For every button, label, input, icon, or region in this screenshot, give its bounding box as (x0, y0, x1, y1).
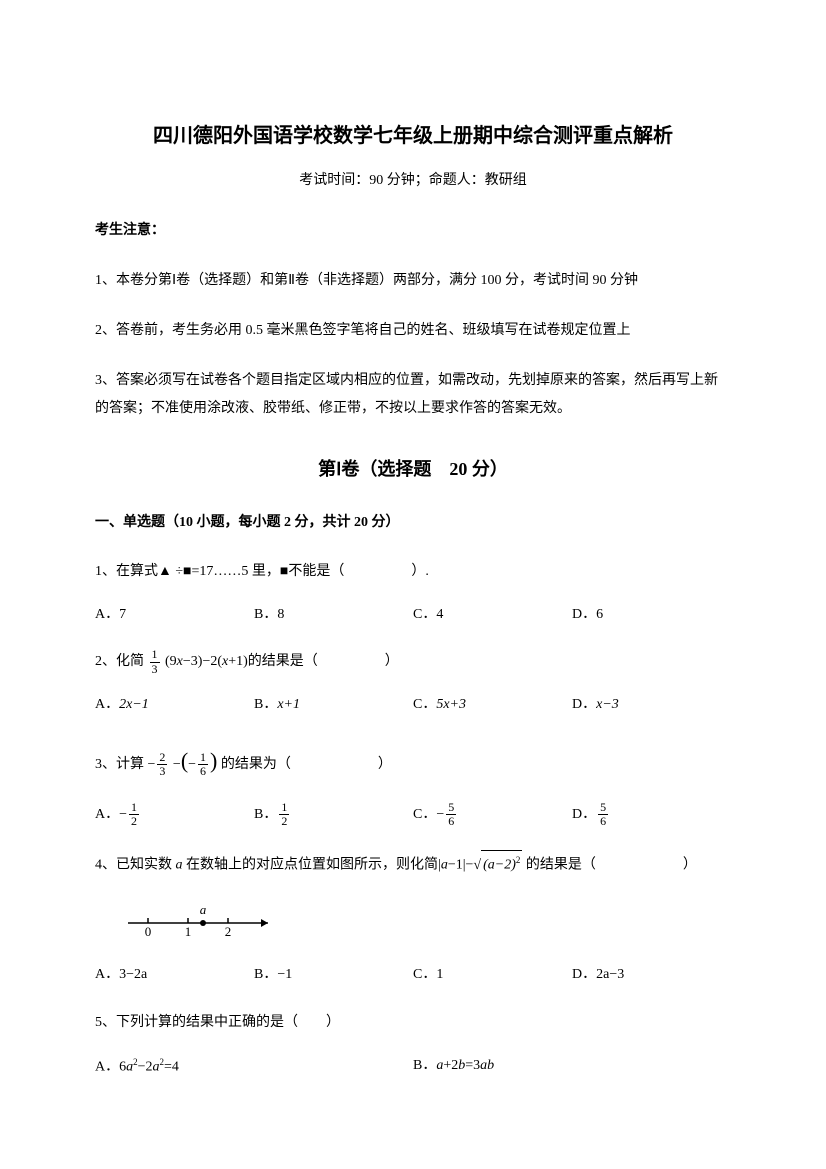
q4-mid: 在数轴上的对应点位置如图所示，则化简| (183, 858, 441, 873)
q3-suffix: 的结果为（ (221, 757, 291, 772)
document-subtitle: 考试时间：90 分钟；命题人：教研组 (95, 170, 731, 192)
q1-option-b: B．8 (254, 604, 413, 626)
question-1: 1、在算式▲ ÷■=17……5 里，■不能是（ ）. (95, 558, 731, 586)
q3-end: ） (378, 757, 392, 772)
q3-option-d: D． 5 6 (572, 801, 731, 828)
question-4: 4、已知实数 a 在数轴上的对应点位置如图所示，则化简|a−1|−√(a−2)2… (95, 850, 731, 880)
q1-text-suffix: ）. (411, 564, 429, 579)
number-line-icon: 0 1 2 a (123, 898, 731, 946)
nl-label-1: 1 (185, 924, 192, 938)
q2-fraction: 1 3 (150, 648, 160, 675)
section-title: 第Ⅰ卷（选择题 20 分） (95, 455, 731, 484)
question-3: 3、计算 − 2 3 −(− 1 6 ) 的结果为（ ） (95, 739, 731, 783)
q4-mid2: −1|− (448, 858, 474, 873)
nl-label-0: 0 (145, 924, 152, 938)
q2-mid3: +1)的结果是（ (228, 654, 318, 669)
sub-section-title: 一、单选题（10 小题，每小题 2 分，共计 20 分） (95, 512, 731, 534)
question-2: 2、化简 1 3 (9x−3)−2(x+1)的结果是（ ） (95, 648, 731, 676)
nl-label-a: a (200, 902, 207, 917)
q4-sqrt: √(a−2)2 (473, 850, 522, 880)
q1-option-a: A．7 (95, 604, 254, 626)
q3-options: A．− 1 2 B． 1 2 C．− 5 6 D． 5 6 (95, 801, 731, 828)
q4-option-d: D．2a−3 (572, 964, 731, 986)
q4-var-a: a (176, 858, 183, 873)
q4-option-c: C．1 (413, 964, 572, 986)
q2-mid2: −3)−2( (183, 654, 222, 669)
q2-suffix: ） (385, 654, 399, 669)
q1-options: A．7 B．8 C．4 D．6 (95, 604, 731, 626)
q2-option-a: A．2x−1 (95, 694, 254, 716)
q1-option-c: C．4 (413, 604, 572, 626)
q4-option-a: A．3−2a (95, 964, 254, 986)
question-5: 5、下列计算的结果中正确的是（ ） (95, 1009, 731, 1037)
q5-option-b: B．a+2b=3ab (413, 1055, 731, 1079)
q3-frac2: 1 6 (198, 751, 208, 778)
q3-prefix: 3、计算 (95, 757, 144, 772)
q2-option-c: C．5x+3 (413, 694, 572, 716)
q1-option-d: D．6 (572, 604, 731, 626)
q3-option-c: C．− 5 6 (413, 801, 572, 828)
q3-option-a: A．− 1 2 (95, 801, 254, 828)
q5-option-a: A．6a2−2a2=4 (95, 1055, 413, 1079)
q2-option-d: D．x−3 (572, 694, 731, 716)
nl-label-2: 2 (225, 924, 232, 938)
notice-item-1: 1、本卷分第Ⅰ卷（选择题）和第Ⅱ卷（非选择题）两部分，满分 100 分，考试时间… (95, 267, 731, 295)
notice-item-3: 3、答案必须写在试卷各个题目指定区域内相应的位置，如需改动，先划掉原来的答案，然… (95, 367, 731, 423)
q2-prefix: 2、化简 (95, 654, 144, 669)
q4-option-b: B．−1 (254, 964, 413, 986)
q2-options: A．2x−1 B．x+1 C．5x+3 D．x−3 (95, 694, 731, 716)
q4-prefix: 4、已知实数 (95, 858, 176, 873)
q1-text-prefix: 1、在算式▲ ÷■=17……5 里，■不能是（ (95, 564, 344, 579)
q4-suffix: ） (683, 858, 697, 873)
notice-item-2: 2、答卷前，考生务必用 0.5 毫米黑色签字笔将自己的姓名、班级填写在试卷规定位… (95, 317, 731, 345)
q5-options: A．6a2−2a2=4 B．a+2b=3ab (95, 1055, 731, 1079)
notice-header: 考生注意： (95, 220, 731, 242)
q4-options: A．3−2a B．−1 C．1 D．2a−3 (95, 964, 731, 986)
q3-option-b: B． 1 2 (254, 801, 413, 828)
q2-mid1: (9 (165, 654, 177, 669)
document-title: 四川德阳外国语学校数学七年级上册期中综合测评重点解析 (95, 120, 731, 152)
q4-mid3: 的结果是（ (522, 858, 596, 873)
q2-option-b: B．x+1 (254, 694, 413, 716)
q3-frac1: 2 3 (157, 751, 167, 778)
